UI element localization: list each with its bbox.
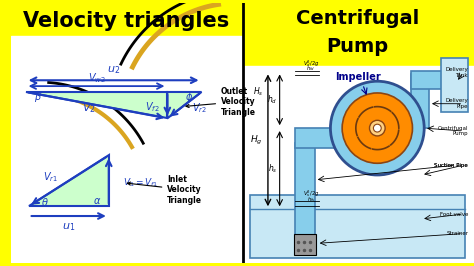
Bar [411, 74, 429, 128]
Text: Suction Pipe: Suction Pipe [434, 163, 468, 168]
Text: Centrifugal
Pump: Centrifugal Pump [438, 126, 468, 136]
Bar [295, 143, 315, 236]
Text: $V_{r2}$: $V_{r2}$ [192, 102, 207, 115]
Circle shape [370, 120, 385, 136]
Text: Strainer: Strainer [446, 231, 468, 236]
Text: Delivery
Pipe: Delivery Pipe [446, 98, 468, 109]
Text: Outlet
Velocity
Triangle: Outlet Velocity Triangle [186, 87, 256, 117]
Text: $u_2$: $u_2$ [107, 65, 120, 76]
Polygon shape [167, 92, 201, 118]
Text: $V_{w2}$: $V_{w2}$ [88, 71, 105, 85]
Circle shape [374, 124, 381, 132]
Text: $h_d$: $h_d$ [267, 94, 278, 106]
Text: $h_{fs}$: $h_{fs}$ [307, 196, 315, 204]
Text: $V_{r1}$: $V_{r1}$ [43, 170, 58, 184]
Text: $V_{f2}$: $V_{f2}$ [145, 100, 160, 114]
Bar [441, 58, 468, 111]
Text: $V_d^2/2g$: $V_d^2/2g$ [302, 58, 319, 69]
Text: $h_s$: $h_s$ [268, 163, 278, 175]
Text: $h_{fd}$: $h_{fd}$ [306, 65, 315, 73]
Text: $V_2$: $V_2$ [82, 102, 96, 115]
Text: Centrifugal: Centrifugal [296, 9, 419, 28]
Text: Pump: Pump [327, 37, 389, 56]
Text: $V_s^2/2g$: $V_s^2/2g$ [302, 189, 319, 200]
Polygon shape [26, 92, 167, 118]
Text: $u_1$: $u_1$ [62, 221, 75, 233]
Bar [294, 234, 316, 255]
Bar [411, 72, 457, 89]
Text: $\phi$: $\phi$ [185, 90, 193, 104]
Text: Impeller: Impeller [335, 72, 381, 82]
Text: Suction Pipe: Suction Pipe [434, 163, 468, 168]
Bar [11, 3, 243, 38]
Text: $H_s$: $H_s$ [253, 86, 263, 98]
Text: Velocity triangles: Velocity triangles [23, 11, 229, 31]
Text: $\theta$: $\theta$ [41, 196, 49, 208]
Text: Foot valve: Foot valve [440, 211, 468, 217]
Bar [243, 3, 474, 68]
Bar [250, 194, 465, 258]
Text: Inlet
Velocity
Triangle: Inlet Velocity Triangle [128, 175, 202, 205]
Text: $H_g$: $H_g$ [250, 134, 263, 147]
Polygon shape [28, 155, 109, 206]
Bar [11, 36, 243, 263]
Text: Delivery
Tank: Delivery Tank [446, 67, 468, 78]
Bar [243, 66, 474, 263]
Text: $\beta$: $\beta$ [35, 90, 42, 104]
Circle shape [330, 81, 424, 175]
Circle shape [342, 93, 412, 163]
Text: $V_1 = V_{f1}$: $V_1 = V_{f1}$ [123, 177, 159, 189]
Text: $\alpha$: $\alpha$ [93, 196, 101, 206]
Bar [295, 128, 352, 148]
